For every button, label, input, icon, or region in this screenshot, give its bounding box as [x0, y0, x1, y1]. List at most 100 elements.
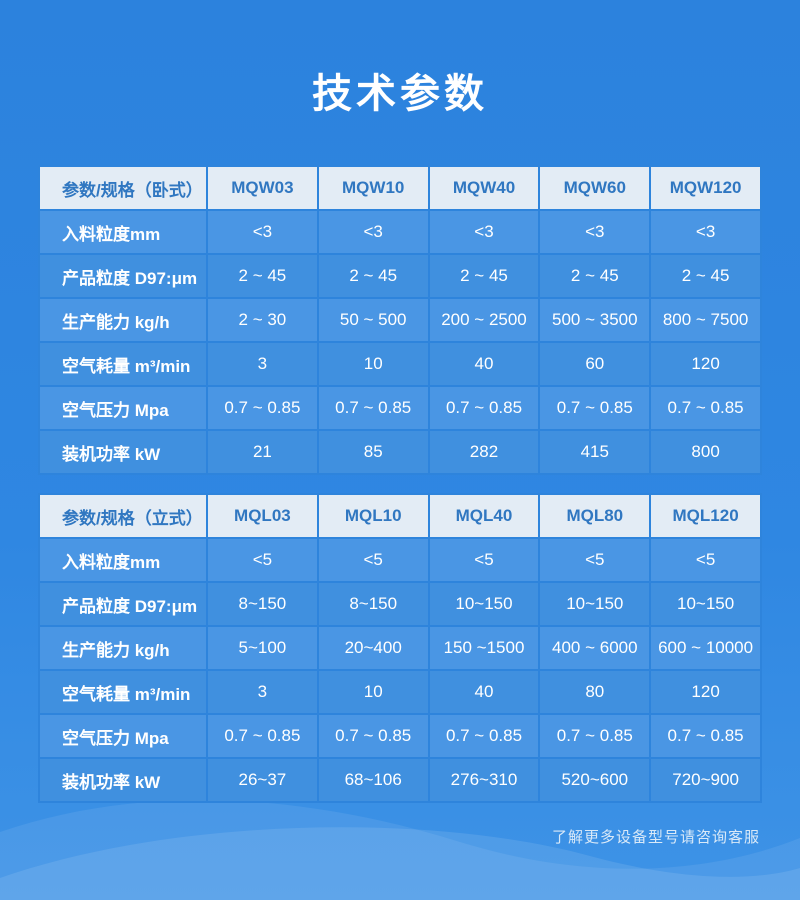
value-cell: <5: [206, 537, 319, 583]
value-cell: 150 ~1500: [427, 625, 541, 671]
table-row: 装机功率 kW 21 85 282 415 800: [38, 429, 762, 475]
value-cell: 8~150: [206, 581, 319, 627]
value-cell: 0.7 ~ 0.85: [649, 713, 762, 759]
param-label-cell: 装机功率 kW: [38, 757, 208, 803]
table-row: 生产能力 kg/h 5~100 20~400 150 ~1500 400 ~ 6…: [38, 625, 762, 671]
value-cell: 3: [206, 669, 319, 715]
header-model: MQL03: [206, 493, 319, 539]
value-cell: <5: [316, 537, 430, 583]
table-row: 空气耗量 m³/min 3 10 40 80 120: [38, 669, 762, 715]
value-cell: 10: [316, 341, 430, 387]
table-row: 入料粒度mm <5 <5 <5 <5 <5: [38, 537, 762, 583]
value-cell: 200 ~ 2500: [427, 297, 541, 343]
header-model: MQW03: [206, 165, 319, 211]
value-cell: 26~37: [206, 757, 319, 803]
table-row: 产品粒度 D97:μm 2 ~ 45 2 ~ 45 2 ~ 45 2 ~ 45 …: [38, 253, 762, 299]
value-cell: 80: [538, 669, 652, 715]
value-cell: 10~150: [649, 581, 762, 627]
header-param-spec: 参数/规格（卧式）: [38, 165, 208, 211]
spec-table-vertical: 参数/规格（立式） MQL03 MQL10 MQL40 MQL80 MQL120…: [38, 493, 762, 803]
value-cell: <5: [427, 537, 541, 583]
header-model: MQW120: [649, 165, 762, 211]
table-row: 产品粒度 D97:μm 8~150 8~150 10~150 10~150 10…: [38, 581, 762, 627]
value-cell: 520~600: [538, 757, 652, 803]
value-cell: 800: [649, 429, 762, 475]
header-model: MQW10: [316, 165, 430, 211]
value-cell: 68~106: [316, 757, 430, 803]
value-cell: 500 ~ 3500: [538, 297, 652, 343]
table-row: 空气压力 Mpa 0.7 ~ 0.85 0.7 ~ 0.85 0.7 ~ 0.8…: [38, 385, 762, 431]
value-cell: 0.7 ~ 0.85: [316, 713, 430, 759]
param-label-cell: 生产能力 kg/h: [38, 625, 208, 671]
wave-decoration: [0, 799, 800, 900]
param-label-cell: 产品粒度 D97:μm: [38, 581, 208, 627]
value-cell: 50 ~ 500: [316, 297, 430, 343]
table-header-row: 参数/规格（立式） MQL03 MQL10 MQL40 MQL80 MQL120: [38, 493, 762, 539]
spec-tables-container: 参数/规格（卧式） MQW03 MQW10 MQW40 MQW60 MQW120…: [38, 165, 762, 803]
value-cell: <3: [427, 209, 541, 255]
table-row: 装机功率 kW 26~37 68~106 276~310 520~600 720…: [38, 757, 762, 803]
page-title: 技术参数: [312, 72, 488, 116]
value-cell: 20~400: [316, 625, 430, 671]
value-cell: <5: [649, 537, 762, 583]
header-model: MQW60: [538, 165, 652, 211]
value-cell: 10~150: [427, 581, 541, 627]
value-cell: 85: [316, 429, 430, 475]
param-label-cell: 产品粒度 D97:μm: [38, 253, 208, 299]
value-cell: 5~100: [206, 625, 319, 671]
value-cell: 720~900: [649, 757, 762, 803]
value-cell: 3: [206, 341, 319, 387]
table-row: 空气压力 Mpa 0.7 ~ 0.85 0.7 ~ 0.85 0.7 ~ 0.8…: [38, 713, 762, 759]
value-cell: 21: [206, 429, 319, 475]
header-model: MQL120: [649, 493, 762, 539]
value-cell: 2 ~ 45: [649, 253, 762, 299]
param-label-cell: 入料粒度mm: [38, 537, 208, 583]
value-cell: 2 ~ 45: [538, 253, 652, 299]
value-cell: 120: [649, 669, 762, 715]
value-cell: <3: [206, 209, 319, 255]
value-cell: 0.7 ~ 0.85: [427, 385, 541, 431]
value-cell: 2 ~ 45: [427, 253, 541, 299]
value-cell: 2 ~ 30: [206, 297, 319, 343]
header-model: MQL80: [538, 493, 652, 539]
value-cell: 0.7 ~ 0.85: [427, 713, 541, 759]
header-param-spec: 参数/规格（立式）: [38, 493, 208, 539]
value-cell: 10~150: [538, 581, 652, 627]
value-cell: 8~150: [316, 581, 430, 627]
value-cell: 0.7 ~ 0.85: [538, 713, 652, 759]
param-label-cell: 生产能力 kg/h: [38, 297, 208, 343]
value-cell: 10: [316, 669, 430, 715]
header-model: MQL10: [316, 493, 430, 539]
value-cell: 120: [649, 341, 762, 387]
value-cell: 0.7 ~ 0.85: [206, 385, 319, 431]
value-cell: 0.7 ~ 0.85: [316, 385, 430, 431]
value-cell: 2 ~ 45: [206, 253, 319, 299]
param-label-cell: 入料粒度mm: [38, 209, 208, 255]
value-cell: 2 ~ 45: [316, 253, 430, 299]
spec-table-horizontal: 参数/规格（卧式） MQW03 MQW10 MQW40 MQW60 MQW120…: [38, 165, 762, 475]
table-header-row: 参数/规格（卧式） MQW03 MQW10 MQW40 MQW60 MQW120: [38, 165, 762, 211]
value-cell: <3: [316, 209, 430, 255]
header-model: MQW40: [427, 165, 541, 211]
header-model: MQL40: [427, 493, 541, 539]
value-cell: 40: [427, 341, 541, 387]
value-cell: 0.7 ~ 0.85: [538, 385, 652, 431]
value-cell: 0.7 ~ 0.85: [649, 385, 762, 431]
param-label-cell: 装机功率 kW: [38, 429, 208, 475]
value-cell: 400 ~ 6000: [538, 625, 652, 671]
param-label-cell: 空气耗量 m³/min: [38, 341, 208, 387]
value-cell: 40: [427, 669, 541, 715]
value-cell: 276~310: [427, 757, 541, 803]
footer-note: 了解更多设备型号请咨询客服: [551, 829, 760, 846]
value-cell: <3: [649, 209, 762, 255]
value-cell: 0.7 ~ 0.85: [206, 713, 319, 759]
value-cell: 282: [427, 429, 541, 475]
value-cell: 415: [538, 429, 652, 475]
param-label-cell: 空气压力 Mpa: [38, 713, 208, 759]
value-cell: 800 ~ 7500: [649, 297, 762, 343]
table-row: 入料粒度mm <3 <3 <3 <3 <3: [38, 209, 762, 255]
param-label-cell: 空气耗量 m³/min: [38, 669, 208, 715]
value-cell: 60: [538, 341, 652, 387]
value-cell: <5: [538, 537, 652, 583]
